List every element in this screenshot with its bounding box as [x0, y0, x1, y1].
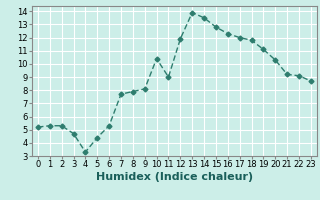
X-axis label: Humidex (Indice chaleur): Humidex (Indice chaleur): [96, 172, 253, 182]
